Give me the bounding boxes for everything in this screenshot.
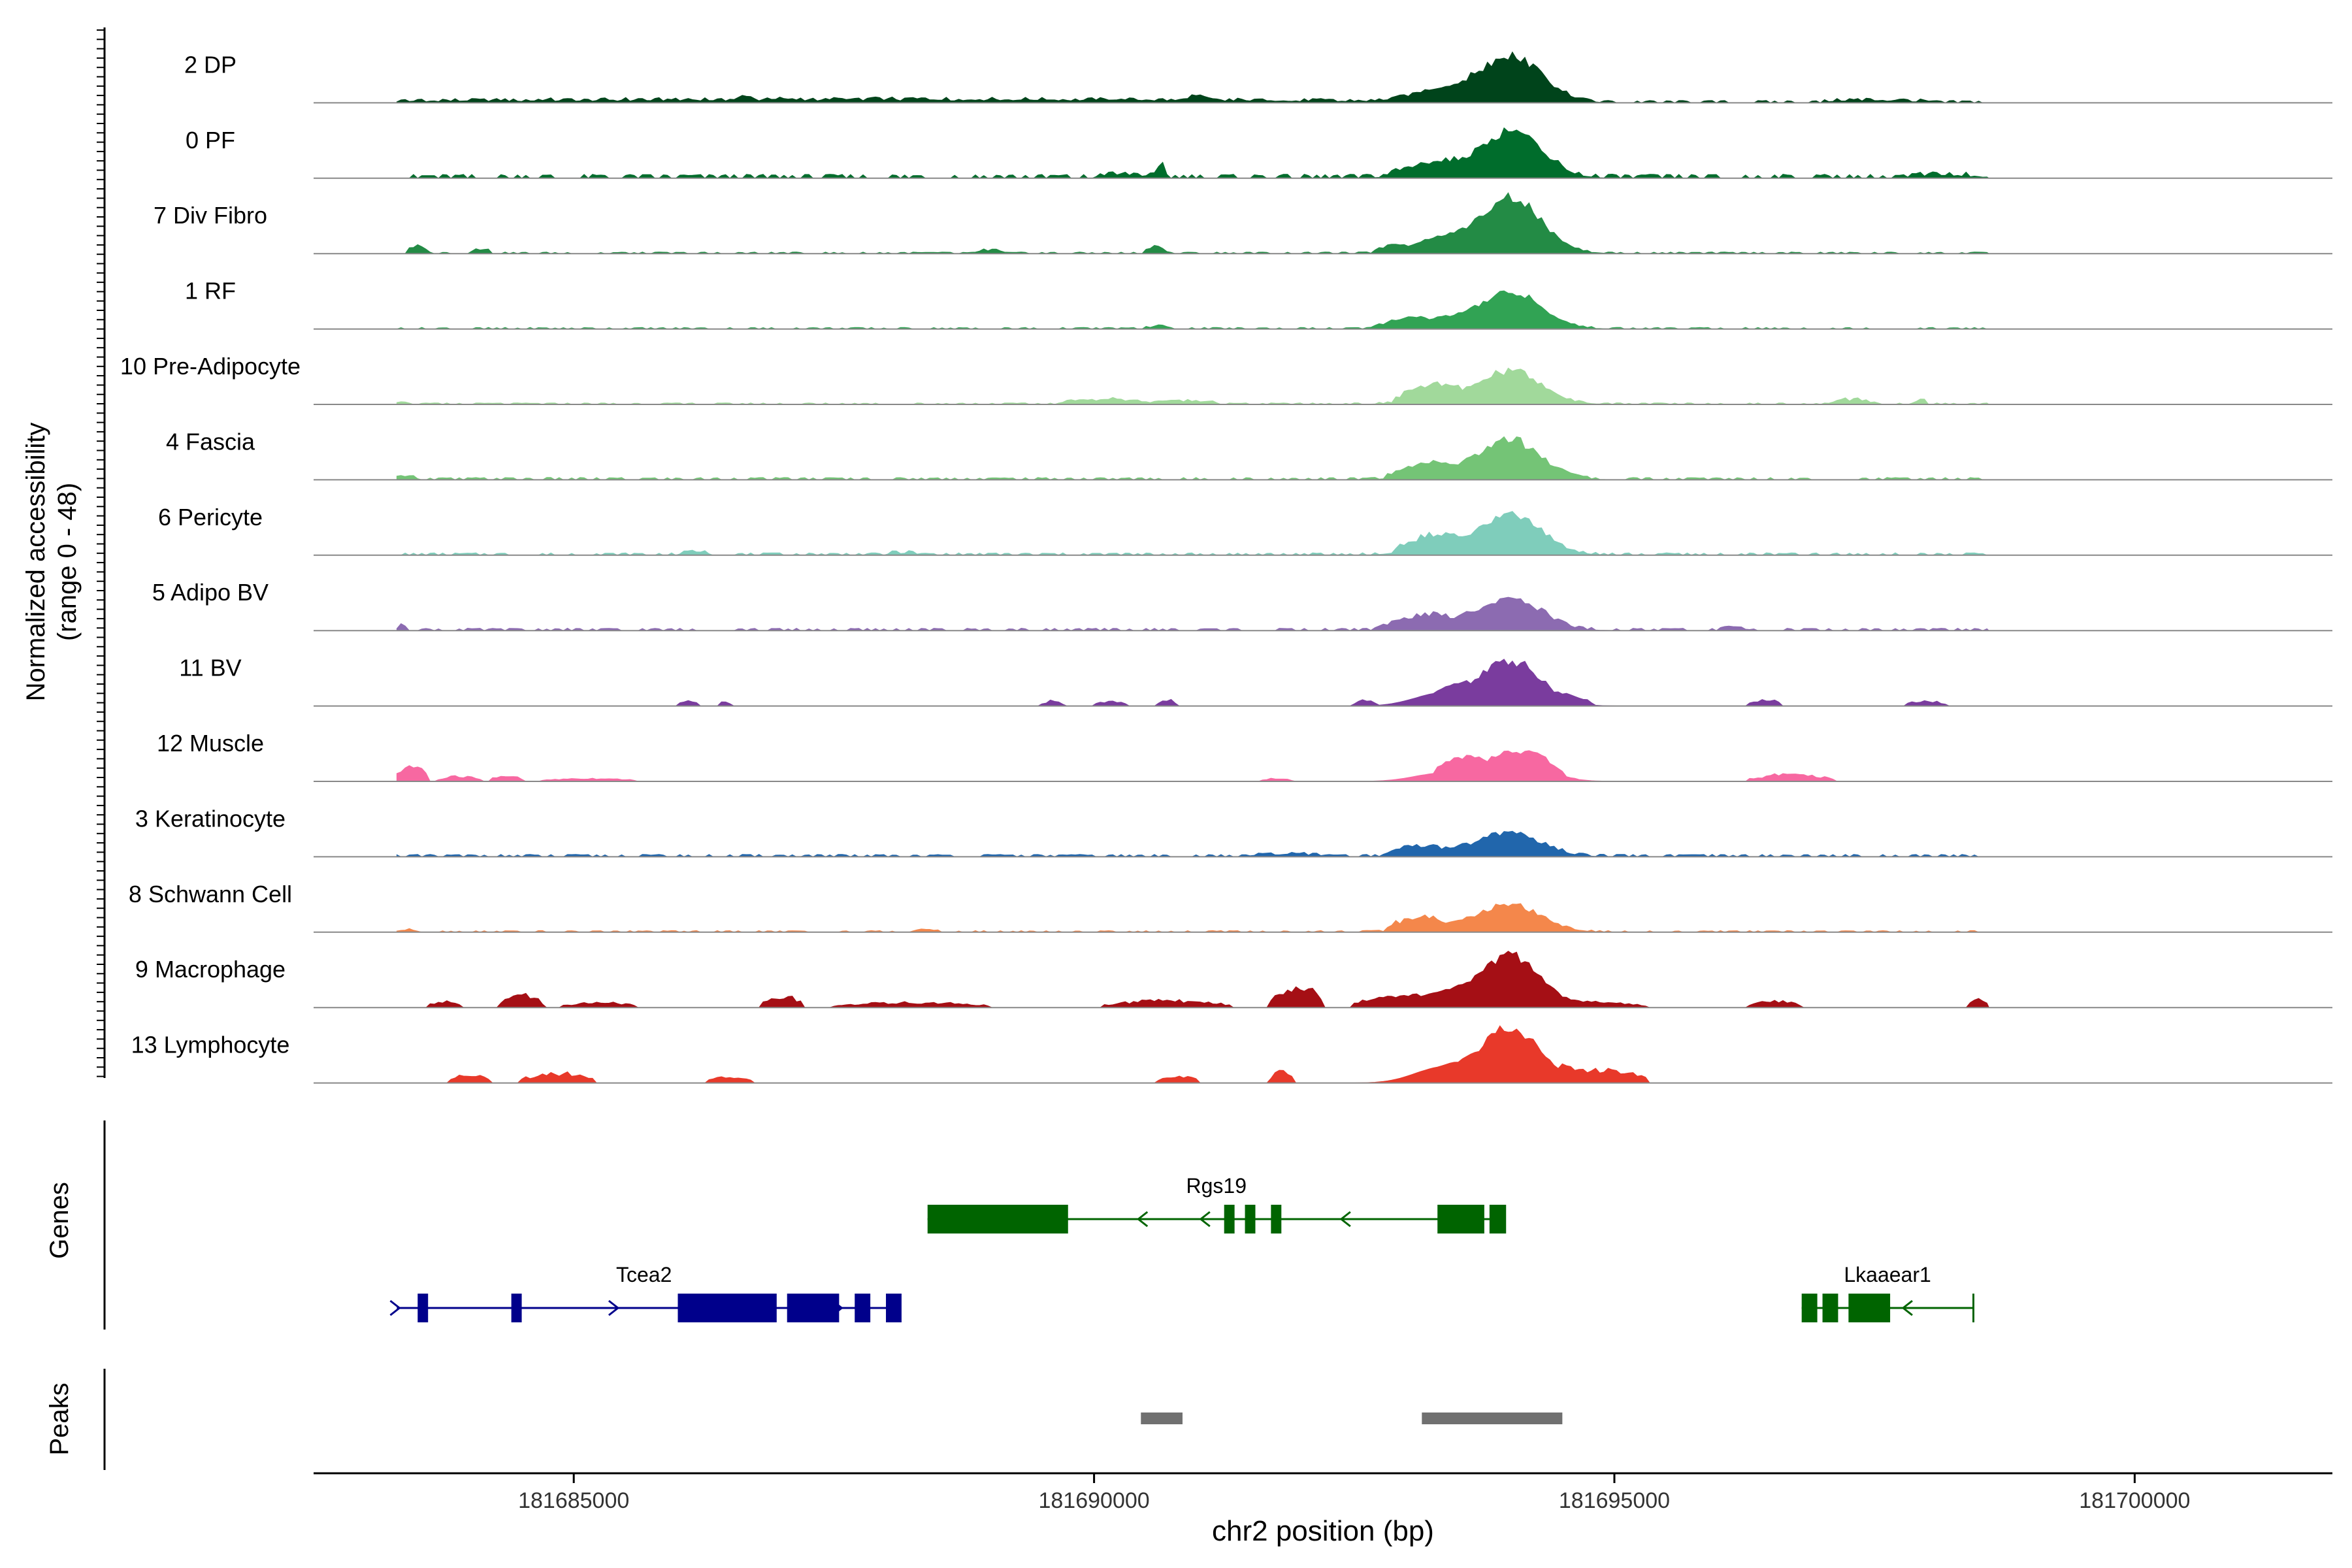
track-label: 1 RF [185, 278, 236, 304]
strand-arrow [608, 1299, 620, 1316]
gene-exon [1801, 1294, 1818, 1322]
track-label: 5 Adipo BV [152, 579, 269, 606]
gene-annotations: Rgs19 Tcea2 Lkaaear1 [389, 1174, 1974, 1322]
gene-lkaaear1: Lkaaear1 [1801, 1263, 1974, 1322]
coverage-area [397, 951, 1990, 1008]
coverage-area [397, 511, 1989, 556]
coverage-area [396, 830, 1989, 857]
track-label: 7 Div Fibro [154, 202, 267, 229]
coverage-tracks: 2 DP 0 PF 7 Div Fibro 1 RF 10 Pre-Adipocyte 4… [120, 51, 2332, 1084]
genes-panel-label: Genes [45, 1182, 74, 1259]
gene-exon [1245, 1205, 1256, 1233]
coverage-area [397, 290, 1989, 330]
track-label: 8 Schwann Cell [129, 881, 292, 907]
gene-exon [1489, 1205, 1505, 1233]
track-label: 0 PF [186, 127, 235, 154]
track-label: 10 Pre-Adipocyte [120, 353, 301, 380]
peak-regions [1141, 1413, 1563, 1424]
gene-exon [1224, 1205, 1235, 1233]
gene-exon [1271, 1205, 1282, 1233]
coverage-area [397, 127, 1991, 179]
peak-bar [1141, 1413, 1183, 1424]
strand-arrow [1901, 1299, 1913, 1316]
y-axis-label-line1: Normalized accessibility [22, 423, 50, 702]
gene-rgs19: Rgs19 [927, 1174, 1507, 1233]
track: 0 PF [186, 127, 2332, 179]
x-tick-label: 181695000 [1559, 1488, 1670, 1513]
track: 4 Fascia [166, 428, 2332, 481]
coverage-area [397, 659, 1989, 707]
gene-name: Lkaaear1 [1844, 1263, 1931, 1286]
y-axis-label-line2: (range 0 - 48) [53, 483, 82, 641]
coverage-area [397, 192, 1991, 254]
coverage-area [396, 436, 1989, 480]
gene-exon [1848, 1294, 1891, 1322]
coverage-area [396, 596, 1990, 631]
track: 3 Keratinocyte [135, 805, 2332, 858]
y-axis-label: Normalized accessibility (range 0 - 48) [22, 423, 82, 702]
track-label: 2 DP [184, 51, 237, 78]
track-label: 13 Lymphocyte [131, 1032, 290, 1058]
x-axis-label: chr2 position (bp) [1212, 1515, 1434, 1547]
gene-exon [417, 1294, 429, 1322]
strand-arrow [832, 1299, 843, 1316]
gene-exon [787, 1294, 840, 1322]
x-tick-label: 181685000 [518, 1488, 629, 1513]
gene-name: Tcea2 [616, 1263, 672, 1286]
track: 7 Div Fibro [154, 192, 2332, 255]
strand-arrow [1339, 1211, 1351, 1228]
peaks-panel-label: Peaks [45, 1382, 74, 1455]
gene-exon [927, 1205, 1068, 1233]
strand-arrow [1136, 1211, 1149, 1228]
coverage-area [396, 51, 1989, 103]
gene-tcea2: Tcea2 [389, 1263, 902, 1322]
gene-exon [1822, 1294, 1838, 1322]
track-label: 9 Macrophage [135, 956, 286, 983]
gene-exon [678, 1294, 777, 1322]
track: 1 RF [185, 278, 2332, 330]
x-axis-ticks: 181685000 181690000 181695000 181700000 [518, 1473, 2190, 1513]
x-tick-label: 181700000 [2079, 1488, 2190, 1513]
track: 8 Schwann Cell [129, 881, 2332, 933]
track-label: 12 Muscle [157, 730, 264, 757]
tracks-axis-ticks [97, 29, 105, 1077]
coverage-area [396, 367, 1991, 405]
track: 11 BV [179, 655, 2332, 707]
track: 12 Muscle [157, 730, 2332, 782]
strand-arrow [1199, 1211, 1211, 1228]
track: 2 DP [184, 51, 2332, 104]
track-label: 4 Fascia [166, 428, 255, 455]
gene-exon [855, 1294, 871, 1322]
coverage-area [397, 1025, 1989, 1084]
gene-exon [886, 1294, 902, 1322]
track: 10 Pre-Adipocyte [120, 353, 2332, 405]
gene-exon [1437, 1205, 1484, 1233]
coverage-area [396, 750, 1989, 782]
coverage-area [396, 903, 1989, 933]
track: 5 Adipo BV [152, 579, 2332, 632]
track: 13 Lymphocyte [131, 1025, 2332, 1084]
peak-bar [1422, 1413, 1563, 1424]
track-label: 11 BV [179, 655, 241, 681]
track-label: 6 Pericyte [158, 504, 263, 531]
gene-name: Rgs19 [1186, 1174, 1247, 1198]
track: 6 Pericyte [158, 504, 2332, 556]
gene-exon [511, 1294, 522, 1322]
track: 9 Macrophage [135, 951, 2332, 1009]
strand-arrow [389, 1299, 401, 1316]
x-tick-label: 181690000 [1038, 1488, 1149, 1513]
track-label: 3 Keratinocyte [135, 805, 286, 832]
